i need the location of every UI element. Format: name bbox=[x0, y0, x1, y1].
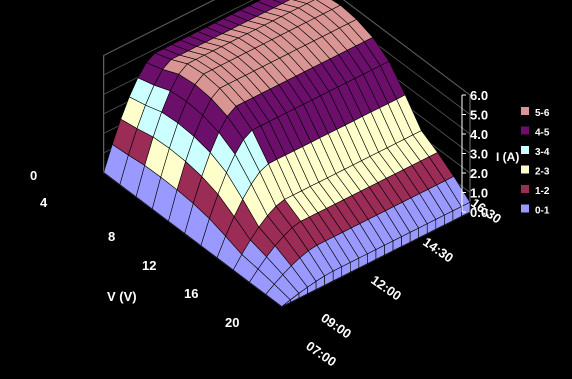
z-tick-label: 4.0 bbox=[470, 127, 488, 142]
v-tick-label: 4 bbox=[40, 195, 48, 210]
legend-label: 5-6 bbox=[535, 108, 550, 119]
z-tick-label: 1.0 bbox=[470, 186, 488, 201]
legend-swatch bbox=[521, 204, 529, 213]
legend: 5-6 4-5 3-4 2-3 1-2 0-1 bbox=[521, 107, 550, 217]
v-tick-label: 12 bbox=[142, 258, 156, 273]
legend-swatch bbox=[521, 126, 529, 135]
legend-label: 1-2 bbox=[535, 186, 550, 197]
z-tick-label: 0.0 bbox=[470, 205, 488, 220]
legend-label: 4-5 bbox=[535, 128, 550, 139]
z-tick-label: 5.0 bbox=[470, 108, 488, 123]
v-axis-label: V (V) bbox=[107, 289, 137, 304]
legend-label: 3-4 bbox=[535, 147, 550, 158]
v-tick-label: 8 bbox=[108, 229, 115, 244]
surface-front-cell bbox=[461, 201, 471, 217]
z-axis-label: I (A) bbox=[496, 150, 519, 164]
legend-label: 2-3 bbox=[535, 167, 550, 178]
wall-gridline bbox=[103, 0, 471, 115]
v-tick-label: 16 bbox=[184, 286, 198, 301]
legend-label: 0-1 bbox=[535, 206, 550, 217]
legend-swatch bbox=[521, 107, 529, 115]
z-tick-label: 6.0 bbox=[470, 88, 488, 103]
wall-gridline bbox=[103, 0, 471, 96]
surface-mesh bbox=[103, 0, 471, 307]
z-tick-label: 2.0 bbox=[470, 166, 488, 181]
z-tick-label: 3.0 bbox=[470, 147, 488, 162]
v-tick-label: 20 bbox=[225, 315, 239, 330]
legend-swatch bbox=[521, 146, 529, 154]
v-tick-label: 0 bbox=[30, 168, 37, 183]
legend-swatch bbox=[521, 165, 529, 174]
legend-swatch bbox=[521, 185, 529, 193]
